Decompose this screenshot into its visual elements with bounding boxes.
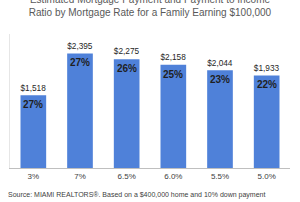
svg-text:$1,518: $1,518 bbox=[21, 84, 47, 93]
svg-text:$2,044: $2,044 bbox=[207, 59, 233, 68]
svg-text:27%: 27% bbox=[70, 57, 90, 68]
svg-text:22%: 22% bbox=[257, 79, 277, 90]
svg-text:25%: 25% bbox=[163, 69, 183, 80]
svg-text:Estimated Mortgage Payment and: Estimated Mortgage Payment and Payment t… bbox=[29, 0, 272, 18]
svg-text:$2,275: $2,275 bbox=[114, 47, 140, 56]
svg-text:23%: 23% bbox=[210, 74, 230, 85]
svg-text:5.0%: 5.0% bbox=[258, 172, 276, 181]
svg-text:$1,933: $1,933 bbox=[254, 64, 280, 73]
svg-text:6.5%: 6.5% bbox=[118, 172, 136, 181]
svg-text:7%: 7% bbox=[74, 172, 86, 181]
svg-text:5.5%: 5.5% bbox=[211, 172, 229, 181]
svg-text:$2,395: $2,395 bbox=[67, 42, 93, 51]
svg-text:3%: 3% bbox=[28, 172, 40, 181]
svg-text:27%: 27% bbox=[23, 99, 43, 110]
svg-text:26%: 26% bbox=[117, 63, 137, 74]
svg-text:Source: MIAMI REALTORS®. Based: Source: MIAMI REALTORS®. Based on a $400… bbox=[8, 191, 265, 199]
svg-text:$2,158: $2,158 bbox=[161, 53, 187, 62]
svg-text:6.0%: 6.0% bbox=[164, 172, 182, 181]
